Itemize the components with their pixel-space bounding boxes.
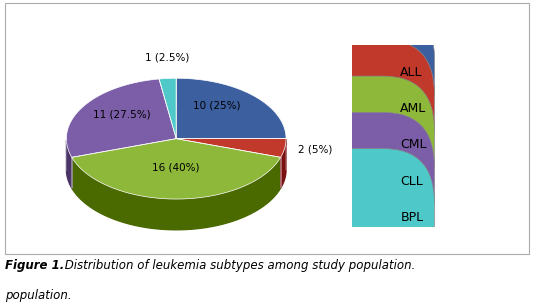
Polygon shape xyxy=(66,79,176,157)
Polygon shape xyxy=(159,78,176,139)
FancyBboxPatch shape xyxy=(301,4,435,141)
Text: ALL: ALL xyxy=(400,66,423,79)
Text: 16 (40%): 16 (40%) xyxy=(153,163,200,173)
Text: CLL: CLL xyxy=(400,175,423,188)
Polygon shape xyxy=(72,139,281,199)
Text: AML: AML xyxy=(400,102,427,115)
Polygon shape xyxy=(72,157,281,230)
FancyBboxPatch shape xyxy=(301,76,435,214)
Text: 11 (27.5%): 11 (27.5%) xyxy=(93,110,151,120)
Text: CML: CML xyxy=(400,138,427,152)
FancyBboxPatch shape xyxy=(301,149,435,286)
Polygon shape xyxy=(66,141,72,188)
Ellipse shape xyxy=(66,109,286,230)
Text: Distribution of leukemia subtypes among study population.: Distribution of leukemia subtypes among … xyxy=(61,259,416,272)
Text: 2 (5%): 2 (5%) xyxy=(298,144,332,154)
Text: 1 (2.5%): 1 (2.5%) xyxy=(145,52,189,62)
Text: BPL: BPL xyxy=(400,211,423,224)
FancyBboxPatch shape xyxy=(301,112,435,250)
Polygon shape xyxy=(281,139,286,188)
Text: 10 (25%): 10 (25%) xyxy=(193,101,240,111)
Polygon shape xyxy=(176,78,286,139)
Text: population.: population. xyxy=(5,289,72,302)
FancyBboxPatch shape xyxy=(301,40,435,178)
Polygon shape xyxy=(176,139,286,157)
Text: Figure 1.: Figure 1. xyxy=(5,259,65,272)
